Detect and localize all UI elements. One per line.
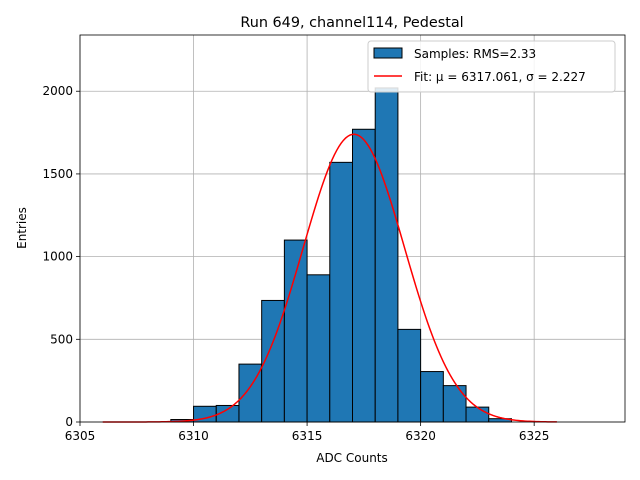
legend-fit-label: Fit: μ = 6317.061, σ = 2.227 bbox=[414, 70, 586, 84]
histogram-bar bbox=[397, 328, 422, 423]
histogram-bar bbox=[374, 87, 399, 423]
histogram-bar bbox=[442, 385, 467, 423]
legend: Samples: RMS=2.33 Fit: μ = 6317.061, σ =… bbox=[367, 40, 616, 93]
x-axis-label: ADC Counts bbox=[316, 451, 388, 465]
legend-histogram-label: Samples: RMS=2.33 bbox=[414, 47, 536, 61]
x-tick-label: 6305 bbox=[65, 429, 96, 443]
histogram-bar bbox=[352, 128, 376, 423]
histogram-bar bbox=[329, 161, 353, 423]
y-axis-label: Entries bbox=[15, 207, 29, 249]
axes-frame bbox=[79, 34, 626, 423]
y-tick-label: 1500 bbox=[42, 167, 73, 181]
histogram-bar bbox=[306, 274, 331, 423]
y-tick-label: 1000 bbox=[42, 250, 73, 264]
histogram-bar bbox=[283, 239, 308, 423]
histogram-bar bbox=[465, 406, 490, 423]
y-tick-label: 2000 bbox=[42, 84, 73, 98]
axis-ticks: 6305 6310 6315 6320 6325 0 500 1000 1500 2000 bbox=[42, 84, 549, 443]
y-tick-label: 500 bbox=[50, 332, 73, 346]
histogram-bar bbox=[420, 371, 444, 423]
chart-title: Run 649, channel114, Pedestal bbox=[240, 15, 463, 31]
legend-histogram-swatch bbox=[373, 47, 403, 59]
x-tick-label: 6310 bbox=[178, 429, 209, 443]
x-tick-label: 6320 bbox=[405, 429, 436, 443]
x-tick-label: 6315 bbox=[292, 429, 323, 443]
x-tick-label: 6325 bbox=[519, 429, 550, 443]
fit-curve bbox=[102, 133, 557, 423]
histogram-bars bbox=[170, 87, 512, 423]
y-tick-label: 0 bbox=[65, 415, 73, 429]
legend-box bbox=[367, 40, 616, 93]
